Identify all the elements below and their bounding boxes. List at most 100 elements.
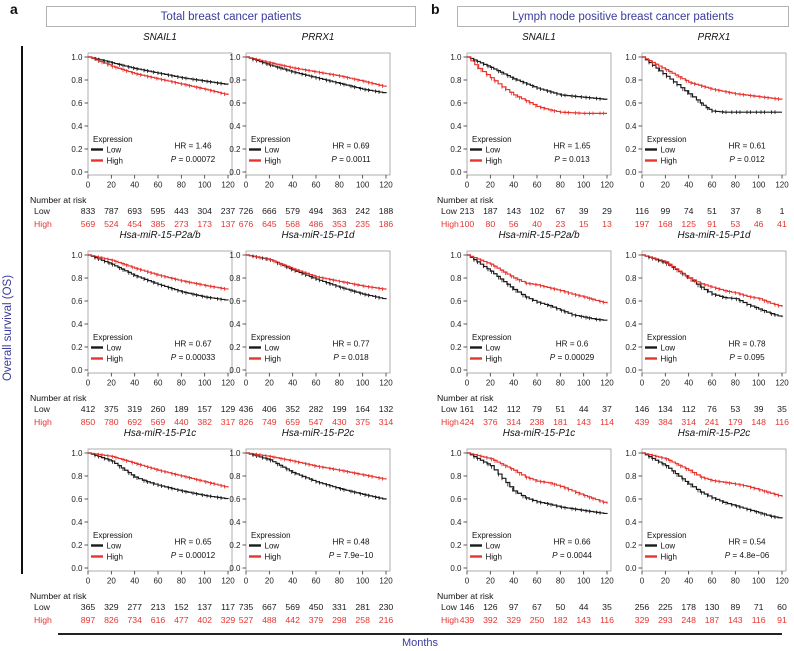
x-tick-label: 20 [265, 577, 274, 586]
y-tick-label: 0.8 [229, 472, 241, 481]
risk-row-label-high: High [441, 219, 459, 229]
hr-value: HR = 0.77 [332, 340, 370, 349]
legend-low-label: Low [107, 146, 122, 155]
p-value: P = 0.0011 [331, 155, 371, 164]
legend-high-label: High [661, 553, 677, 562]
risk-number-high: 238 [529, 417, 545, 427]
y-tick-label: 0.8 [625, 472, 637, 481]
risk-number-low: 189 [174, 404, 189, 414]
y-tick-label: 0.8 [625, 76, 637, 85]
censor-ticks-low [473, 454, 601, 515]
risk-number-high: 293 [658, 615, 673, 625]
p-value: P = 7.9e−10 [329, 551, 374, 560]
plot-box [641, 52, 787, 176]
x-tick-label: 120 [379, 181, 393, 190]
y-tick-label: 0.4 [71, 518, 83, 527]
risk-number-high: 897 [80, 615, 96, 625]
censor-ticks-low [648, 255, 776, 317]
survival-curve-high [642, 452, 783, 497]
x-tick-label: 120 [221, 181, 235, 190]
risk-number-high: 13 [602, 219, 612, 229]
x-tick-label: 120 [775, 577, 789, 586]
risk-number-high: 186 [378, 219, 394, 229]
hr-value: HR = 0.61 [728, 142, 766, 151]
km-plot: 1.0 0.8 0.6 0.4 0.2 0.00 20 40 60 80 100 120 Express… [625, 250, 789, 388]
x-tick-label: 40 [509, 181, 518, 190]
y-tick-label: 0.4 [229, 122, 241, 131]
risk-number-low: 277 [127, 602, 142, 612]
risk-number-high: 430 [332, 417, 347, 427]
x-tick-label: 100 [198, 577, 212, 586]
risk-number-low: 50 [555, 602, 566, 612]
risk-number-low: 71 [753, 602, 764, 612]
x-tick-label: 80 [177, 379, 186, 388]
risk-number-high: 676 [238, 219, 254, 229]
y-tick-label: 0.8 [450, 274, 462, 283]
risk-number-high: 314 [378, 417, 394, 427]
risk-number-low: 112 [506, 404, 521, 414]
panel-b-header-title: Lymph node positive breast cancer patien… [512, 10, 734, 23]
km-plot: 1.0 0.8 0.6 0.4 0.2 0.00 20 40 60 80 100 120 Express… [625, 52, 789, 190]
risk-number-low: 225 [658, 602, 673, 612]
chart-title: Hsa-miR-15-P2c [677, 428, 751, 439]
risk-number-low: 116 [635, 206, 649, 216]
x-tick-label: 0 [86, 181, 91, 190]
x-tick-label: 0 [244, 379, 249, 388]
x-tick-label: 120 [600, 577, 614, 586]
y-tick-label: 0.4 [625, 518, 637, 527]
survival-curve-high [246, 254, 387, 290]
km-plot: 1.0 0.8 0.6 0.4 0.2 0.00 20 40 60 80 100 120 Express… [450, 250, 614, 388]
chart-title: Hsa-miR-15-P1d [281, 230, 355, 241]
risk-number-high: 317 [220, 417, 236, 427]
censor-ticks-low [648, 454, 776, 520]
y-tick-label: 0.6 [71, 99, 83, 108]
number-at-risk-label: Number at risk [437, 195, 494, 205]
risk-number-low: 130 [704, 602, 720, 612]
risk-number-low: 833 [80, 206, 96, 216]
x-tick-label: 40 [130, 181, 139, 190]
y-tick-label: 0.2 [450, 145, 462, 154]
x-tick-label: 120 [600, 379, 614, 388]
x-tick-label: 120 [379, 577, 393, 586]
plot-box [87, 448, 233, 572]
risk-number-low: 187 [483, 206, 498, 216]
risk-number-low: 304 [197, 206, 212, 216]
plot-box [641, 250, 787, 374]
risk-number-high: 56 [508, 219, 519, 229]
x-tick-label: 120 [221, 379, 235, 388]
y-tick-label: 0.8 [229, 76, 241, 85]
x-tick-label: 80 [556, 379, 565, 388]
y-tick-label: 0.6 [625, 297, 637, 306]
chart-title: Hsa-miR-15-P1d [677, 230, 751, 241]
risk-number-low: 129 [220, 404, 236, 414]
legend-title: Expression [251, 531, 291, 540]
risk-number-block: 116 197 99 168 74 125 51 91 37 53 8 46 1 41 [616, 195, 794, 231]
x-tick-label: 100 [577, 577, 591, 586]
hr-value: HR = 0.54 [728, 538, 766, 547]
risk-number-low: 126 [483, 602, 498, 612]
risk-number-high: 329 [634, 615, 650, 625]
risk-number-low: 112 [681, 404, 696, 414]
chart-title: PRRX1 [697, 32, 731, 43]
risk-number-high: 216 [378, 615, 394, 625]
y-tick-label: 0.8 [625, 274, 637, 283]
risk-number-low: 406 [262, 404, 277, 414]
risk-number-low: 1 [779, 206, 785, 216]
risk-number-low: 134 [658, 404, 673, 414]
risk-number-low: 102 [529, 206, 545, 216]
p-value: P = 0.00029 [550, 353, 595, 362]
x-tick-label: 60 [533, 379, 542, 388]
km-plot: 1.0 0.8 0.6 0.4 0.2 0.00 20 40 60 80 100 120 Express… [229, 250, 393, 388]
km-plot: 1.0 0.8 0.6 0.4 0.2 0.00 20 40 60 80 100 120 Express… [229, 448, 393, 586]
risk-number-high: 749 [262, 417, 277, 427]
risk-number-low: 260 [150, 404, 166, 414]
x-tick-label: 100 [198, 181, 212, 190]
risk-number-low: 29 [602, 206, 612, 216]
x-tick-label: 20 [486, 181, 495, 190]
y-tick-label: 0.2 [625, 145, 637, 154]
km-subplot: Hsa-miR-15-P2a/b 1.0 0.8 0.6 0.4 0.2 0.0 0 20 40 6… [62, 230, 240, 430]
censor-ticks-low [648, 60, 776, 115]
risk-number-low: 67 [532, 602, 542, 612]
risk-number-low: 443 [174, 206, 189, 216]
risk-number-low: 39 [578, 206, 589, 216]
